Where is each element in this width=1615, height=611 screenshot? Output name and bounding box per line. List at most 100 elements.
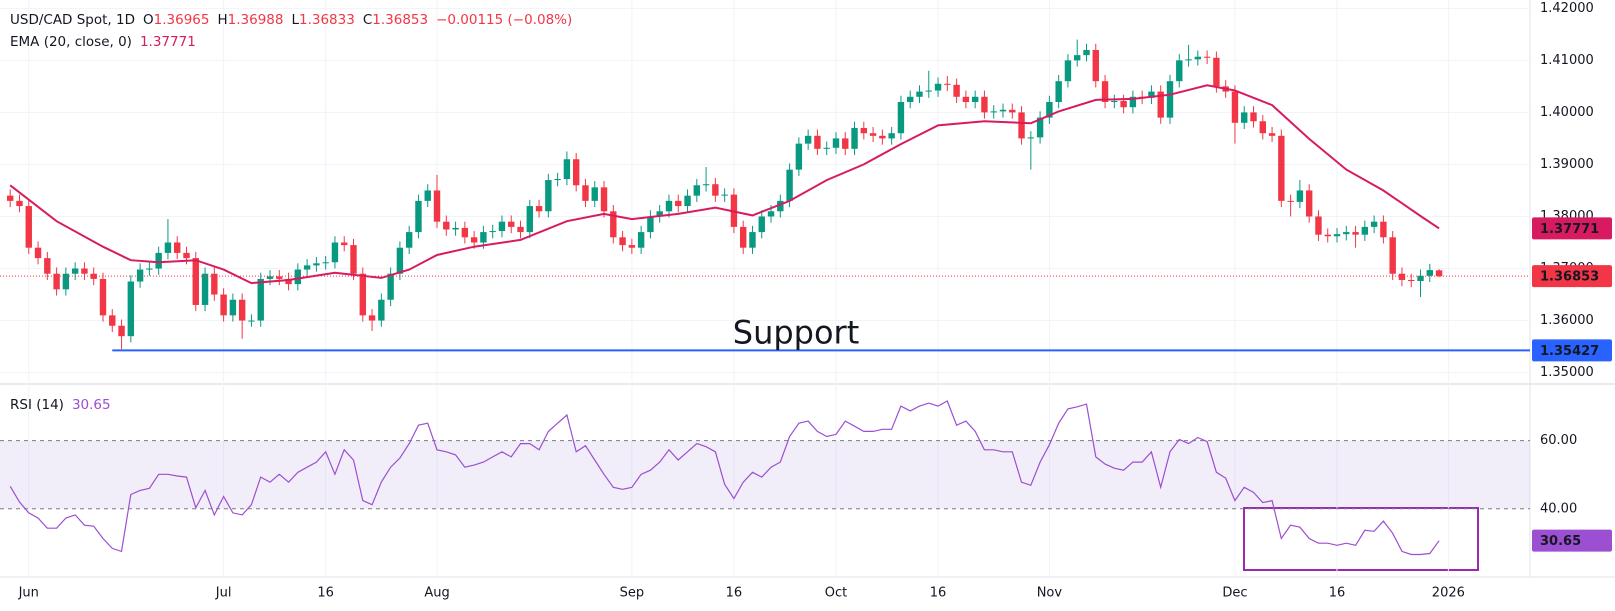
x-tick-label: Jul <box>215 586 232 601</box>
ohlc-value: 1.36988 <box>228 12 284 28</box>
candle-body <box>517 226 524 233</box>
candle-body <box>424 190 431 201</box>
candle-body <box>619 237 626 246</box>
candle-body <box>81 268 88 274</box>
ohlc-letter: H <box>217 12 227 28</box>
rsi-band <box>0 440 1530 509</box>
candle-body <box>368 315 376 321</box>
legend-rsi: RSI (14) 30.65 <box>10 397 111 413</box>
last-price-label: 1.36853 <box>1540 270 1599 285</box>
candle-body <box>1380 221 1387 238</box>
candle-body <box>591 187 598 201</box>
x-tick-label: Sep <box>620 586 645 601</box>
ohlc-value: 1.36833 <box>299 12 355 28</box>
x-tick-label: 16 <box>726 586 743 601</box>
candle-body <box>480 232 487 243</box>
candle-body <box>767 211 775 217</box>
candle-body <box>489 231 496 233</box>
candle-body <box>582 185 589 201</box>
candle-body <box>600 187 608 212</box>
rsi-name: RSI (14) <box>10 397 64 413</box>
candle-body <box>1426 270 1433 276</box>
candle-body <box>934 83 942 91</box>
legend-ema: EMA (20, close, 0) 1.37771 <box>10 34 196 50</box>
candle-body <box>563 159 571 180</box>
candle-body <box>266 276 274 279</box>
candle-body <box>823 147 830 149</box>
y-tick-label: 1.36000 <box>1540 313 1594 328</box>
candle-body <box>953 84 960 97</box>
candle-body <box>7 195 14 201</box>
candle-body <box>192 258 199 305</box>
candle-body <box>1194 56 1202 60</box>
rsi-value-box <box>1532 529 1612 552</box>
candle-body <box>758 216 765 233</box>
ohlc-letter: C <box>363 12 372 28</box>
candle-body <box>378 299 385 321</box>
candle-body <box>1101 81 1109 102</box>
y-tick-label: 1.40000 <box>1540 105 1594 120</box>
candle-body <box>888 133 895 139</box>
candle-body <box>1315 216 1322 235</box>
candle-body <box>1231 91 1239 123</box>
candle-body <box>944 83 951 85</box>
x-tick-label: 2026 <box>1432 586 1465 601</box>
candle-body <box>127 281 135 337</box>
candle-body <box>925 90 932 92</box>
candle-body <box>851 128 858 149</box>
y-tick-label: 1.39000 <box>1540 157 1594 172</box>
candle-body <box>303 265 311 270</box>
candle-body <box>1064 60 1072 82</box>
candle-body <box>238 299 246 321</box>
candle-body <box>1203 56 1211 58</box>
ohlc-letter: O <box>143 12 154 28</box>
y-tick-label: 1.35000 <box>1540 365 1594 380</box>
candle-body <box>16 200 23 207</box>
candle-body <box>786 169 793 201</box>
candle-body <box>1241 112 1248 123</box>
symbol: USD/CAD Spot, 1D <box>10 12 135 28</box>
candle-body <box>1268 133 1276 136</box>
candle-body <box>1435 270 1443 277</box>
candle-body <box>1398 273 1406 280</box>
candle-body <box>1074 55 1081 61</box>
candle-body <box>443 221 450 230</box>
candle-body <box>1343 232 1350 235</box>
rsi-tick-label: 40.00 <box>1540 501 1577 516</box>
ema-value-box <box>1532 217 1612 240</box>
candle-body <box>1111 100 1118 102</box>
candle-body <box>647 216 654 233</box>
candle-body <box>1370 221 1378 227</box>
candle-body <box>1092 49 1099 82</box>
candle-body <box>1324 234 1331 237</box>
rsi-last: 30.65 <box>72 397 111 413</box>
candle-body <box>155 252 162 269</box>
candle-body <box>739 226 747 248</box>
candle-body <box>675 200 682 207</box>
rsi-tick-label: 60.00 <box>1540 433 1577 448</box>
candle-body <box>276 276 283 279</box>
candle-body <box>508 221 515 227</box>
candle-body <box>470 237 478 243</box>
candle-body <box>201 273 209 305</box>
candle-body <box>777 200 784 212</box>
candle-body <box>907 96 914 102</box>
ema-name: EMA (20, close, 0) <box>10 34 132 50</box>
candle-body <box>1036 117 1044 138</box>
candle-body <box>814 135 821 149</box>
candle-body <box>572 159 580 186</box>
candle-body <box>146 268 153 270</box>
ema-last: 1.37771 <box>140 34 196 50</box>
rsi-line <box>9 400 1440 556</box>
candle-body <box>118 325 125 337</box>
candle-body <box>897 101 905 134</box>
candle-body <box>34 247 42 259</box>
candle-body <box>1148 91 1155 98</box>
candle-body <box>1408 279 1415 282</box>
x-tick-label: 16 <box>317 586 334 601</box>
candle-body <box>990 111 997 113</box>
candle-body <box>99 278 107 316</box>
candle-body <box>1213 57 1220 87</box>
candle-body <box>535 206 543 212</box>
